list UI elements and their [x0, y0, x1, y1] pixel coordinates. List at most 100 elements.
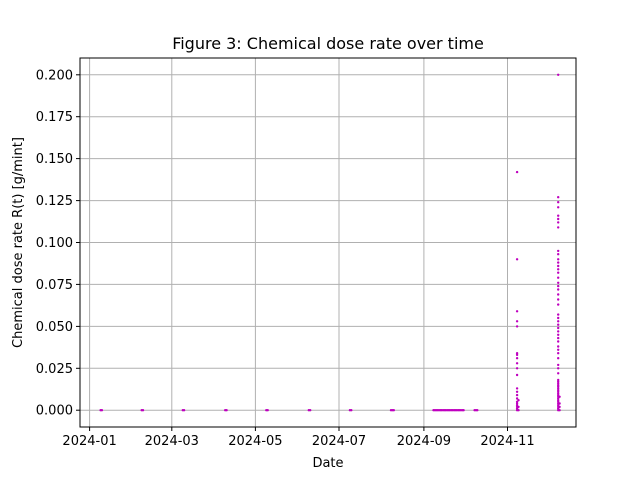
data-point — [557, 206, 560, 209]
data-points — [99, 73, 561, 412]
data-point — [557, 397, 560, 400]
data-point — [515, 352, 519, 355]
data-point — [558, 405, 561, 409]
data-point — [515, 310, 519, 313]
x-tick-label: 2024-09 — [397, 434, 451, 449]
data-point — [557, 276, 560, 279]
data-point — [557, 390, 560, 393]
data-point — [515, 393, 519, 397]
data-point — [515, 397, 519, 400]
data-point — [517, 409, 520, 412]
data-point — [557, 345, 560, 348]
y-tick-label: 0.125 — [36, 194, 73, 209]
data-point — [350, 409, 353, 412]
data-point — [557, 73, 560, 77]
data-point — [557, 333, 560, 336]
data-point — [557, 363, 560, 367]
y-tick-label: 0.050 — [36, 320, 73, 335]
data-point — [515, 357, 519, 360]
data-point — [557, 226, 560, 229]
data-point — [557, 201, 560, 204]
data-point — [557, 268, 560, 271]
y-tick-label: 0.175 — [36, 110, 73, 125]
data-point — [557, 330, 560, 333]
data-point — [309, 409, 312, 412]
data-point — [557, 372, 560, 375]
data-point — [557, 320, 560, 323]
data-point — [557, 323, 560, 326]
data-point — [557, 221, 560, 224]
data-point — [557, 387, 560, 390]
x-tick-label: 2024-03 — [145, 434, 199, 449]
x-tick-label: 2024-07 — [312, 434, 366, 449]
data-point — [557, 326, 560, 330]
data-point — [557, 249, 560, 253]
data-point — [476, 409, 479, 412]
data-point — [557, 404, 560, 407]
data-point — [515, 325, 519, 328]
data-point — [515, 387, 519, 390]
data-point — [557, 298, 560, 301]
data-point — [557, 284, 560, 288]
data-point — [515, 353, 519, 357]
data-point — [557, 293, 560, 296]
x-tick-label: 2024-05 — [228, 434, 282, 449]
data-point — [557, 382, 560, 385]
data-point — [558, 409, 561, 412]
data-point — [557, 253, 560, 256]
x-tick-label: 2024-11 — [480, 434, 534, 449]
data-point — [557, 393, 560, 397]
data-point — [141, 409, 145, 412]
data-point — [558, 395, 561, 398]
data-point — [557, 264, 560, 268]
data-point — [515, 320, 519, 323]
data-point — [557, 214, 560, 217]
data-point — [515, 373, 519, 377]
data-point — [557, 340, 560, 343]
data-point — [392, 409, 395, 412]
data-point — [557, 313, 560, 316]
data-point — [558, 402, 561, 405]
data-point — [515, 390, 519, 393]
data-point — [557, 288, 560, 291]
data-point — [557, 258, 560, 261]
data-point — [557, 303, 560, 306]
data-point — [517, 405, 520, 409]
axis-ticks: 2024-01 2024-03 2024-05 2024-07 2024-09 2024-… — [36, 68, 535, 449]
data-point — [557, 378, 560, 382]
data-point — [515, 258, 519, 261]
y-tick-label: 0.150 — [36, 152, 73, 167]
data-point — [266, 409, 269, 412]
y-tick-label: 0.200 — [36, 68, 73, 83]
data-point — [557, 352, 560, 355]
data-point — [557, 357, 560, 360]
data-point — [225, 409, 228, 412]
y-tick-label: 0.000 — [36, 404, 73, 419]
data-point — [557, 367, 560, 370]
data-point — [515, 404, 519, 407]
chart-title: Figure 3: Chemical dose rate over time — [172, 34, 484, 53]
y-tick-label: 0.100 — [36, 236, 73, 251]
data-point — [557, 196, 560, 199]
data-point — [515, 170, 519, 174]
data-point — [515, 362, 519, 365]
data-point — [182, 409, 186, 412]
data-point — [557, 336, 560, 340]
data-point — [515, 367, 519, 370]
data-point — [557, 385, 560, 388]
y-tick-label: 0.025 — [36, 362, 73, 377]
data-point — [557, 348, 560, 351]
data-point — [515, 402, 519, 405]
grid-lines — [80, 58, 576, 427]
data-point — [557, 400, 560, 403]
data-point — [557, 281, 560, 284]
data-point — [462, 409, 465, 412]
data-point — [557, 217, 560, 221]
data-point — [517, 399, 520, 402]
data-point — [100, 409, 104, 412]
data-point — [557, 261, 560, 264]
x-tick-label: 2024-01 — [62, 434, 116, 449]
data-point — [557, 388, 560, 392]
data-point — [515, 400, 519, 403]
